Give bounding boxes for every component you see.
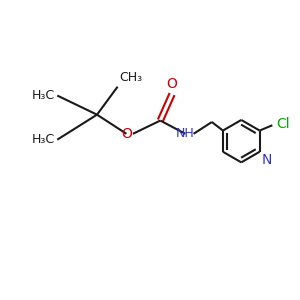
Text: Cl: Cl bbox=[276, 117, 289, 131]
Text: H₃C: H₃C bbox=[32, 133, 55, 146]
Text: O: O bbox=[121, 127, 132, 141]
Text: NH: NH bbox=[176, 127, 195, 140]
Text: CH₃: CH₃ bbox=[119, 71, 142, 84]
Text: N: N bbox=[262, 153, 272, 167]
Text: O: O bbox=[167, 76, 178, 91]
Text: H₃C: H₃C bbox=[32, 89, 55, 102]
